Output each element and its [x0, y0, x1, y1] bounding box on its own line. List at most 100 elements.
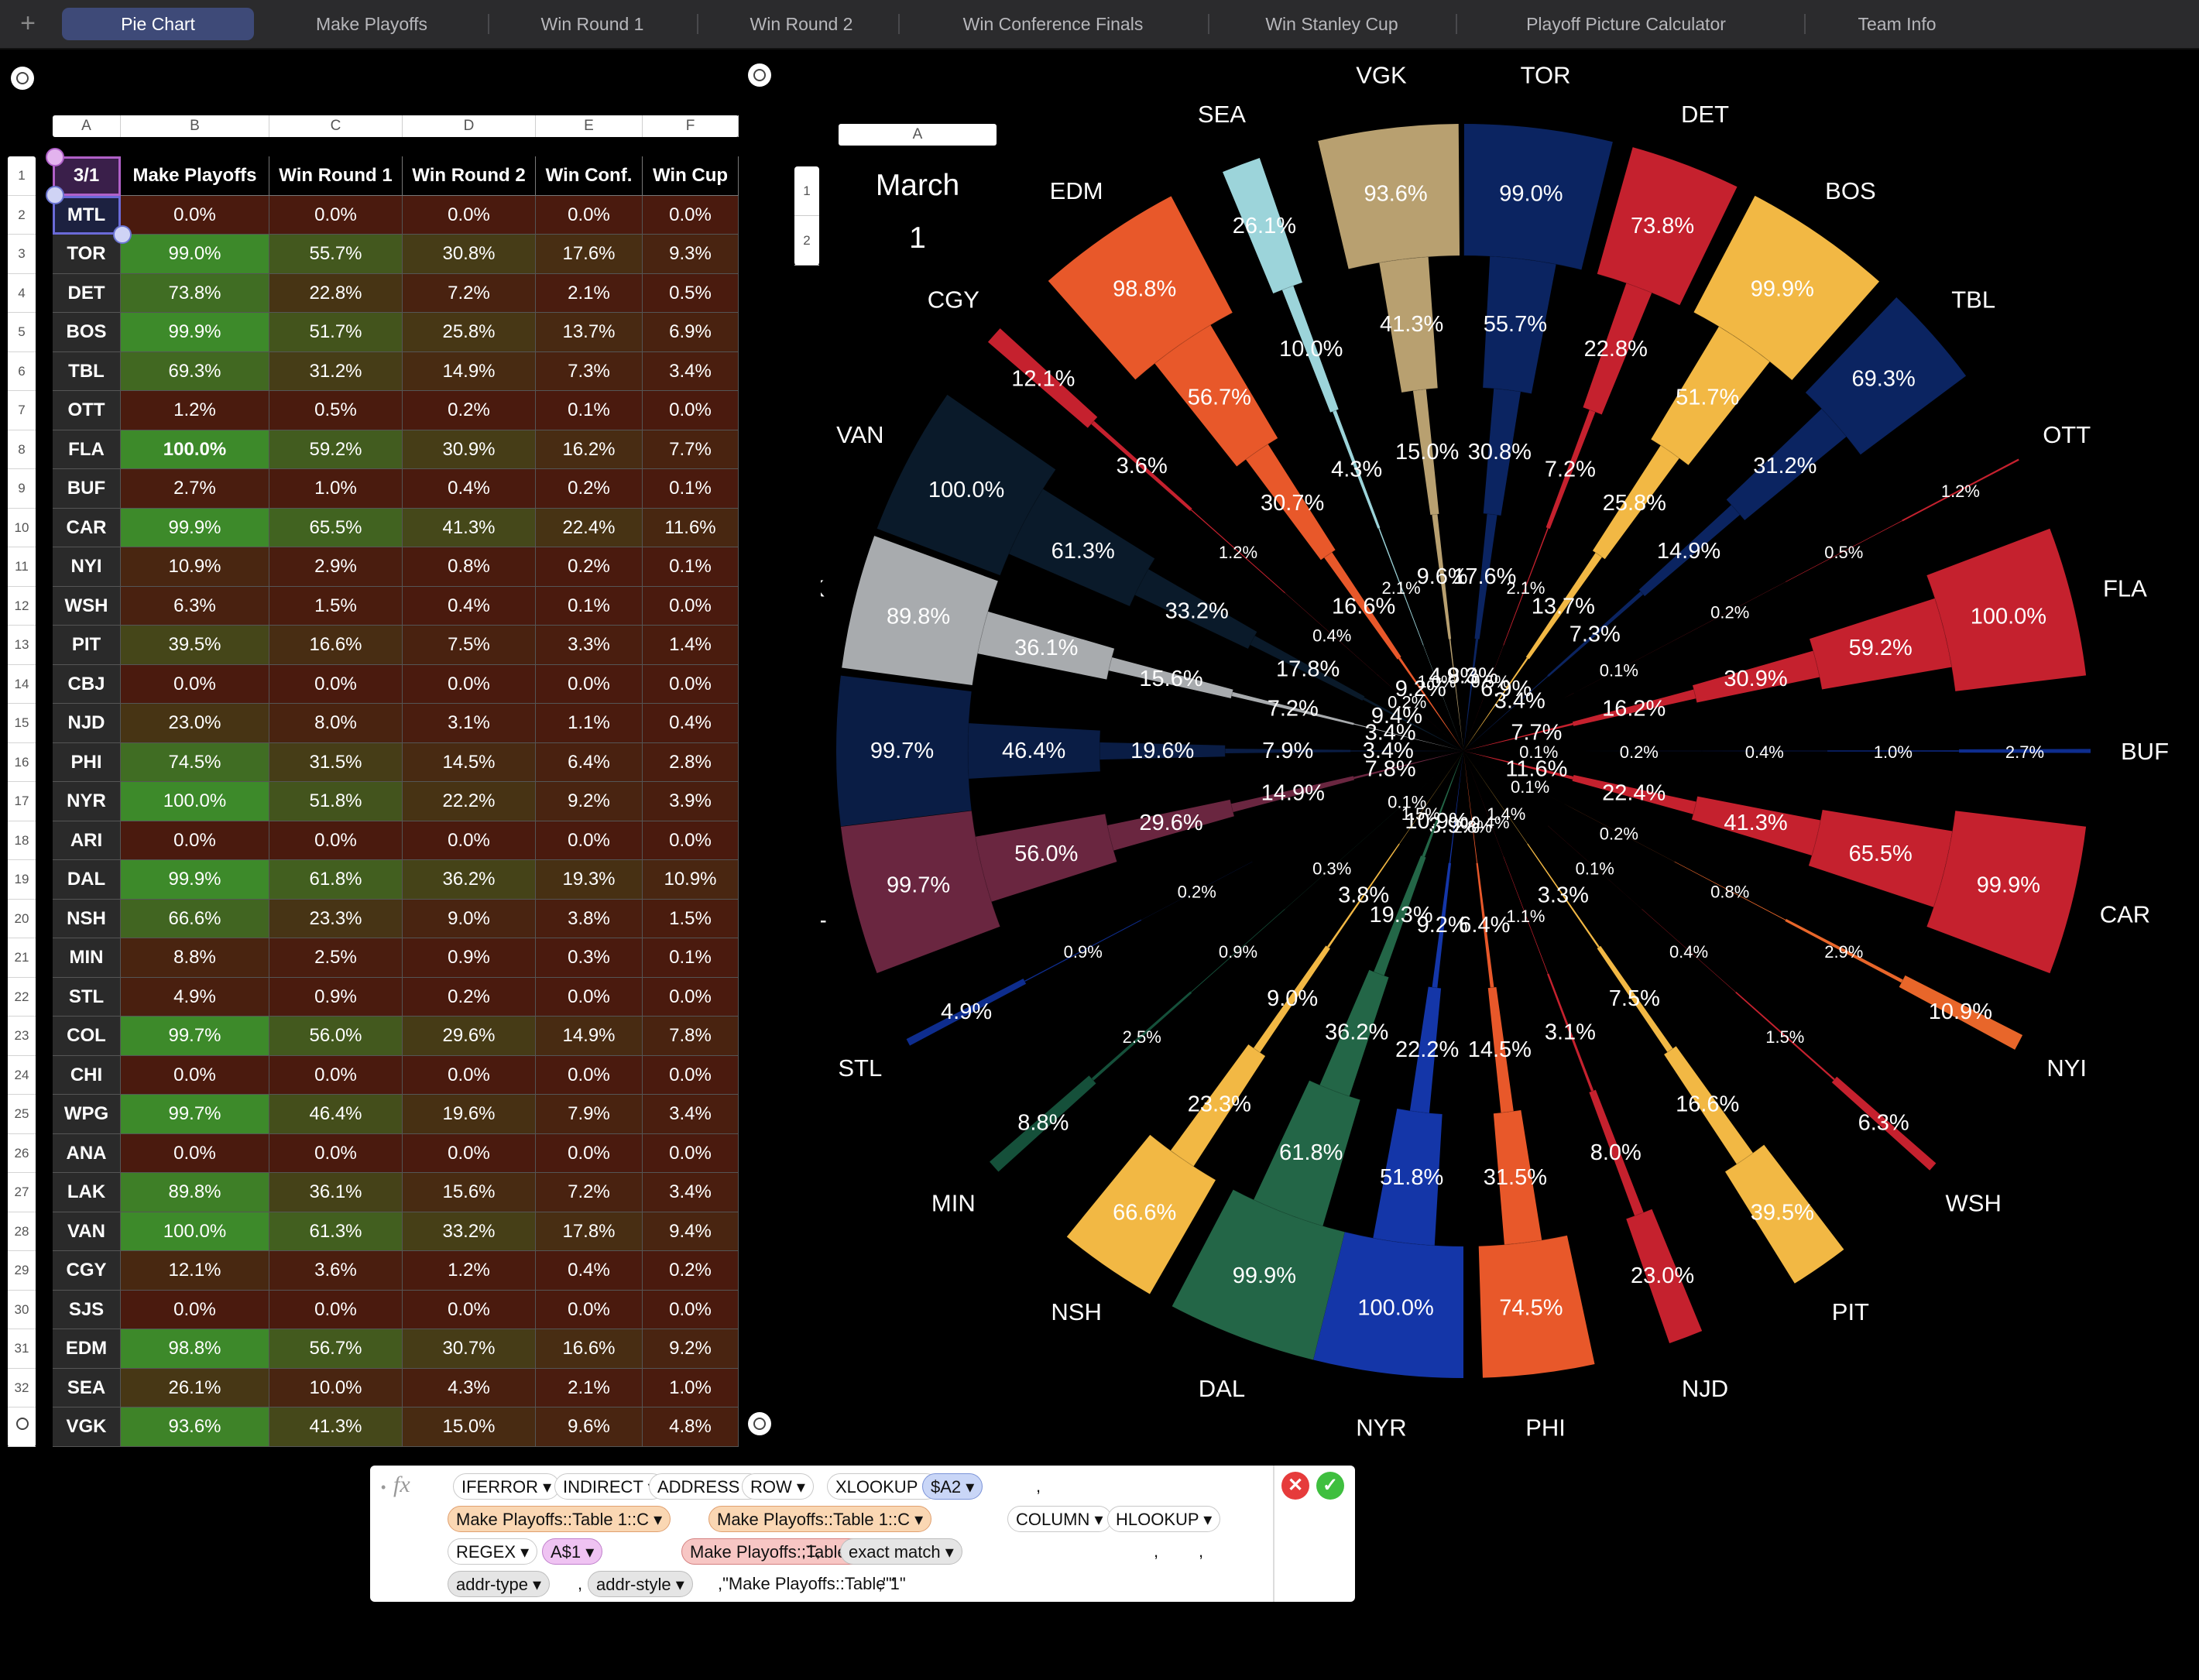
- value-cell[interactable]: 74.5%: [121, 742, 269, 782]
- value-cell[interactable]: 31.5%: [269, 742, 403, 782]
- table-select-handle-icon[interactable]: [11, 67, 34, 90]
- value-cell[interactable]: 98.8%: [121, 1329, 269, 1369]
- value-cell[interactable]: 0.0%: [536, 1290, 643, 1329]
- slice-ring-nsh-2[interactable]: [1170, 1044, 1266, 1167]
- slice-ring-bos-3[interactable]: [1592, 445, 1679, 560]
- value-cell[interactable]: 9.2%: [643, 1329, 739, 1369]
- value-cell[interactable]: 29.6%: [403, 1017, 536, 1056]
- formula-token[interactable]: addr-type ▾: [448, 1571, 551, 1597]
- value-cell[interactable]: 0.0%: [121, 821, 269, 860]
- slice-ring-wsh-1[interactable]: [1831, 1076, 1937, 1171]
- slice-ring-car-2[interactable]: [1808, 810, 1953, 907]
- slice-ring-nyr-4[interactable]: [1432, 862, 1452, 988]
- slice-nyi[interactable]: [1463, 751, 2023, 1050]
- slice-ring-vgk-5[interactable]: [1449, 639, 1463, 751]
- header-cell[interactable]: Win Cup: [643, 156, 739, 196]
- value-cell[interactable]: 0.9%: [403, 938, 536, 978]
- value-cell[interactable]: 36.2%: [403, 860, 536, 900]
- column-resize-handle-icon[interactable]: [748, 63, 771, 87]
- slice-ring-pit-4[interactable]: [1527, 843, 1600, 948]
- team-cell[interactable]: DET: [53, 273, 121, 313]
- value-cell[interactable]: 0.2%: [403, 977, 536, 1017]
- row-header-24[interactable]: 24: [8, 1056, 36, 1095]
- slice-ring-det-2[interactable]: [1583, 283, 1652, 415]
- slice-ring-car-1[interactable]: [1926, 811, 2087, 974]
- slice-ring-nsh-5[interactable]: [1398, 751, 1463, 845]
- slice-ring-fla-5[interactable]: [1463, 722, 1573, 751]
- row-header-30[interactable]: 30: [8, 1291, 36, 1329]
- value-cell[interactable]: 23.0%: [121, 704, 269, 743]
- value-cell[interactable]: 0.0%: [121, 664, 269, 704]
- value-cell[interactable]: 0.0%: [643, 1133, 739, 1173]
- column-header-b[interactable]: B: [121, 115, 269, 137]
- value-cell[interactable]: 23.3%: [269, 899, 403, 938]
- team-cell[interactable]: PHI: [53, 742, 121, 782]
- slice-vgk[interactable]: [1318, 124, 1463, 751]
- slice-ring-col-4[interactable]: [1230, 776, 1355, 813]
- value-cell[interactable]: 66.6%: [121, 899, 269, 938]
- value-cell[interactable]: 65.5%: [269, 508, 403, 547]
- row-add-handle-icon[interactable]: [11, 1412, 34, 1435]
- slice-pit[interactable]: [1463, 751, 1844, 1284]
- row-header-17[interactable]: 17: [8, 782, 36, 821]
- team-cell[interactable]: NJD: [53, 704, 121, 743]
- slice-ring-dal-1[interactable]: [1172, 1189, 1345, 1360]
- value-cell[interactable]: 0.1%: [536, 391, 643, 430]
- slice-ring-sea-1[interactable]: [1223, 157, 1303, 294]
- value-cell[interactable]: 0.0%: [643, 664, 739, 704]
- value-cell[interactable]: 0.2%: [536, 547, 643, 587]
- slice-sea[interactable]: [1223, 157, 1463, 751]
- formula-token[interactable]: A$1 ▾: [542, 1538, 603, 1565]
- value-cell[interactable]: 9.2%: [536, 782, 643, 821]
- value-cell[interactable]: 0.0%: [121, 1055, 269, 1095]
- value-cell[interactable]: 0.4%: [403, 469, 536, 509]
- value-cell[interactable]: 16.6%: [536, 1329, 643, 1369]
- value-cell[interactable]: 0.0%: [403, 195, 536, 235]
- value-cell[interactable]: 17.6%: [536, 235, 643, 274]
- value-cell[interactable]: 0.0%: [269, 821, 403, 860]
- slice-edm[interactable]: [1048, 196, 1463, 751]
- slice-ring-tbl-4[interactable]: [1547, 591, 1644, 677]
- value-cell[interactable]: 3.8%: [536, 899, 643, 938]
- team-cell[interactable]: OTT: [53, 391, 121, 430]
- value-cell[interactable]: 7.3%: [536, 351, 643, 391]
- slice-det[interactable]: [1463, 147, 1738, 751]
- header-cell[interactable]: Win Conf.: [536, 156, 643, 196]
- slice-ring-tor-2[interactable]: [1483, 256, 1556, 394]
- row-header-13[interactable]: 13: [8, 626, 36, 665]
- team-cell[interactable]: TBL: [53, 351, 121, 391]
- slice-ring-edm-5[interactable]: [1398, 657, 1463, 751]
- value-cell[interactable]: 1.4%: [643, 626, 739, 665]
- value-cell[interactable]: 0.4%: [403, 586, 536, 626]
- value-cell[interactable]: 25.8%: [403, 313, 536, 352]
- value-cell[interactable]: 0.2%: [536, 469, 643, 509]
- slice-min[interactable]: [990, 751, 1463, 1172]
- value-cell[interactable]: 10.0%: [269, 1368, 403, 1407]
- value-cell[interactable]: 15.6%: [403, 1173, 536, 1212]
- slice-ring-tor-3[interactable]: [1483, 388, 1521, 516]
- slice-ring-nyr-3[interactable]: [1409, 986, 1442, 1113]
- value-cell[interactable]: 2.5%: [269, 938, 403, 978]
- value-cell[interactable]: 8.8%: [121, 938, 269, 978]
- value-cell[interactable]: 0.5%: [269, 391, 403, 430]
- value-cell[interactable]: 0.3%: [536, 938, 643, 978]
- value-cell[interactable]: 31.2%: [269, 351, 403, 391]
- value-cell[interactable]: 4.9%: [121, 977, 269, 1017]
- slice-ring-wpg-3[interactable]: [1100, 742, 1226, 760]
- value-cell[interactable]: 0.1%: [643, 938, 739, 978]
- slice-tbl[interactable]: [1463, 297, 1967, 751]
- value-cell[interactable]: 16.2%: [536, 430, 643, 469]
- row-header-11[interactable]: 11: [8, 547, 36, 587]
- value-cell[interactable]: 0.0%: [536, 1133, 643, 1173]
- value-cell[interactable]: 99.9%: [121, 313, 269, 352]
- value-cell[interactable]: 0.0%: [643, 1290, 739, 1329]
- value-cell[interactable]: 0.0%: [403, 1290, 536, 1329]
- slice-ring-nyr-5[interactable]: [1449, 751, 1463, 863]
- slice-ring-vgk-4[interactable]: [1432, 514, 1452, 639]
- value-cell[interactable]: 100.0%: [121, 430, 269, 469]
- row-header-27[interactable]: 27: [8, 1173, 36, 1212]
- slice-ring-bos-1[interactable]: [1693, 195, 1880, 380]
- value-cell[interactable]: 100.0%: [121, 1212, 269, 1251]
- slice-ring-fla-3[interactable]: [1692, 650, 1820, 703]
- slice-ring-dal-4[interactable]: [1374, 855, 1426, 976]
